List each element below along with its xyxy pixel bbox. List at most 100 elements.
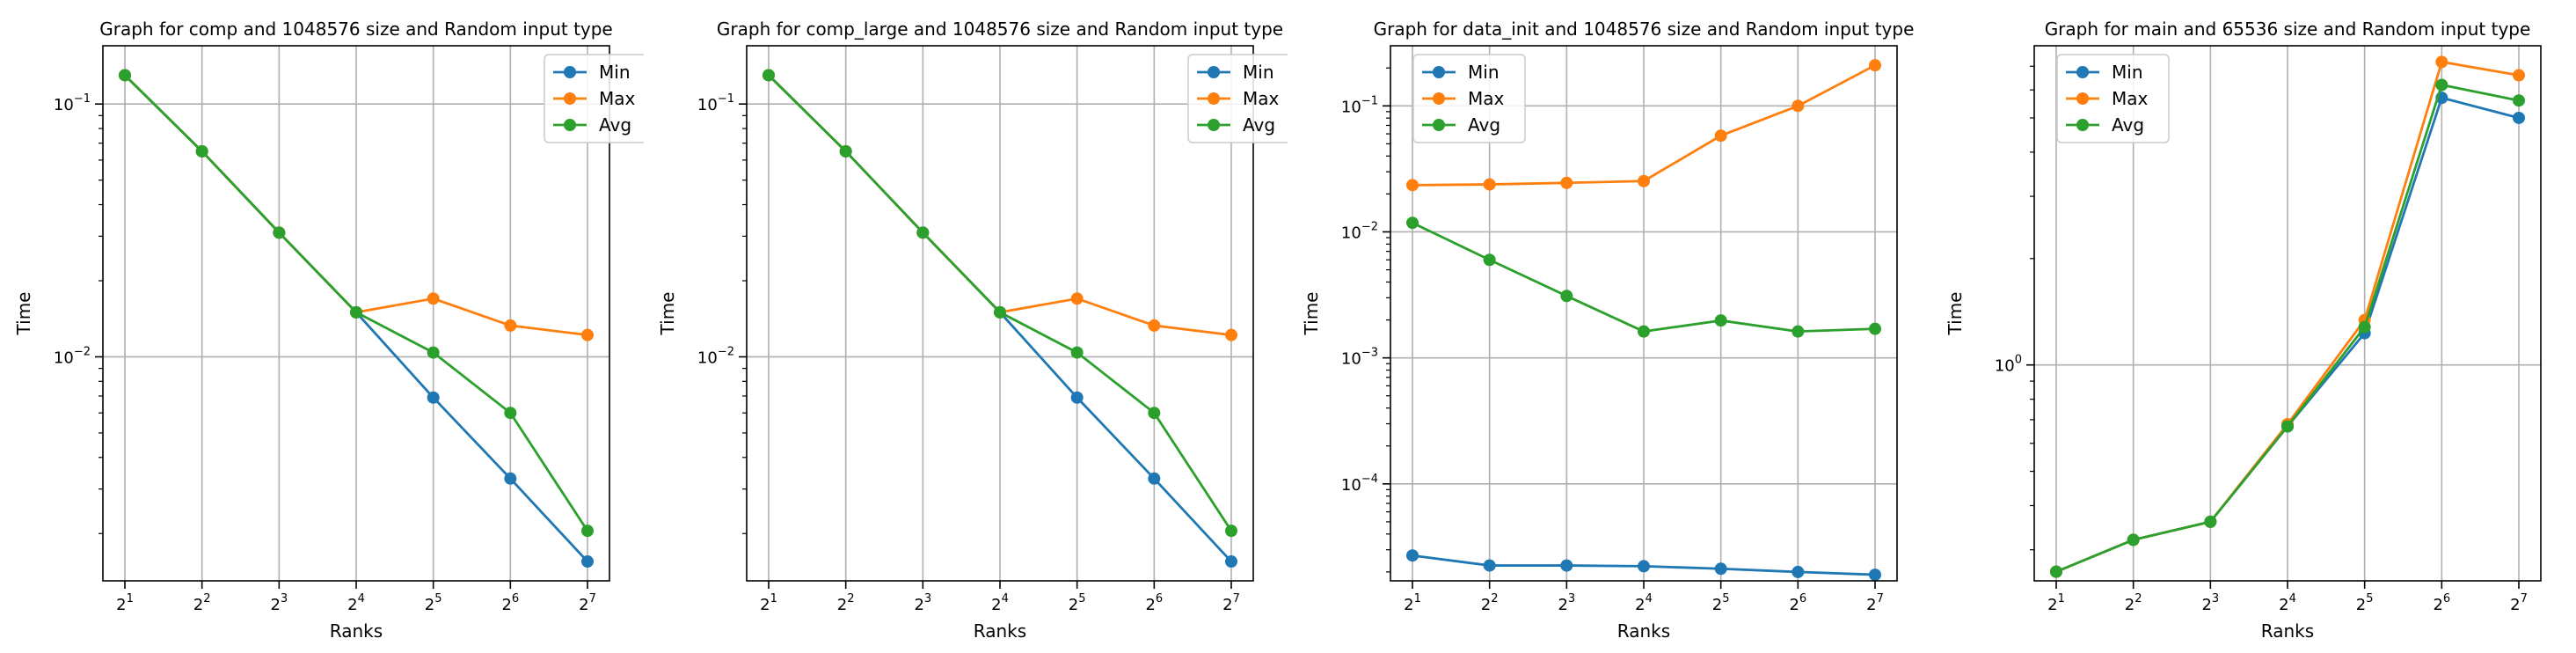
data-point-min: [1148, 472, 1161, 485]
data-point-max: [2435, 55, 2448, 69]
y-tick-label: 10−3: [1341, 347, 1378, 369]
data-point-avg: [2050, 565, 2062, 578]
data-point-avg: [1225, 525, 1237, 538]
data-point-max: [504, 319, 517, 332]
data-point-max: [1638, 174, 1650, 187]
x-tick-label: 23: [914, 592, 931, 614]
data-point-min: [581, 555, 594, 569]
data-point-avg: [2127, 533, 2140, 547]
x-tick-label: 25: [1069, 592, 1086, 614]
data-point-min: [1406, 549, 1419, 562]
x-axis-label: Ranks: [1617, 620, 1670, 642]
x-tick-label: 26: [1145, 592, 1163, 614]
data-point-avg: [2513, 94, 2525, 107]
data-point-min: [427, 391, 440, 404]
data-point-avg: [350, 305, 362, 319]
data-point-max: [427, 292, 440, 305]
x-tick-label: 26: [501, 592, 519, 614]
series-avg: [2050, 78, 2525, 578]
grid: [2034, 46, 2541, 581]
series-min: [1406, 549, 1881, 582]
legend: Min Max Avg: [544, 54, 644, 143]
data-point-max: [581, 328, 594, 341]
legend-swatch-marker: [1433, 66, 1445, 78]
plot-frame: [746, 45, 1254, 582]
chart-svg-4: Graph for main and 65536 size and Random…: [1945, 18, 2542, 642]
legend-label: Avg: [1468, 114, 1500, 136]
data-point-max: [1148, 319, 1161, 332]
data-point-avg: [1483, 253, 1496, 267]
data-point-min: [504, 472, 517, 485]
y-axis-label: Time: [13, 292, 34, 336]
legend-label: Max: [1243, 88, 1280, 109]
data-point-min: [1869, 569, 1881, 582]
legend-label: Min: [1243, 62, 1274, 83]
y-minor-ticks: [1386, 67, 1390, 573]
data-point-avg: [2358, 320, 2371, 334]
data-point-avg: [1638, 325, 1650, 338]
legend: Min Max Avg: [1187, 54, 1288, 143]
data-point-min: [1560, 559, 1573, 572]
x-axis-label: Ranks: [2261, 620, 2314, 642]
data-point-avg: [1070, 346, 1084, 359]
plot-frame: [102, 45, 610, 582]
y-tick-label: 10−2: [54, 345, 91, 367]
chart-title: Graph for comp and 1048576 size and Rand…: [99, 18, 613, 40]
chart-title: Graph for data_init and 1048576 size and…: [1374, 18, 1915, 40]
legend-swatch-marker: [1208, 119, 1220, 131]
data-point-min: [1638, 560, 1650, 573]
x-tick-label: 22: [2125, 592, 2142, 614]
legend: Min Max Avg: [2056, 54, 2170, 143]
legend-swatch-marker: [2076, 119, 2089, 131]
data-point-avg: [1148, 407, 1161, 420]
chart-title: Graph for main and 65536 size and Random…: [2045, 18, 2531, 40]
x-tick-label: 24: [991, 592, 1009, 614]
data-point-max: [2513, 69, 2525, 82]
data-point-min: [1714, 562, 1727, 576]
x-tick-label: 22: [193, 592, 211, 614]
legend-swatch-marker: [2076, 66, 2089, 78]
data-point-avg: [427, 346, 440, 359]
data-point-avg: [273, 226, 286, 239]
legend-label: Avg: [2112, 114, 2144, 136]
chart-svg-1: Graph for comp and 1048576 size and Rand…: [13, 18, 644, 642]
x-tick-label: 21: [760, 592, 777, 614]
x-tick-label: 24: [347, 592, 365, 614]
data-point-avg: [1792, 325, 1805, 338]
x-tick-label: 21: [2047, 592, 2065, 614]
data-point-avg: [1869, 322, 1881, 335]
x-tick-label: 23: [2201, 592, 2219, 614]
x-axis-label: Ranks: [330, 620, 383, 642]
x-tick-label: 26: [2433, 592, 2450, 614]
legend-swatch-marker: [1208, 66, 1220, 78]
data-point-avg: [1714, 314, 1727, 327]
x-tick-label: 25: [425, 592, 442, 614]
data-point-avg: [119, 69, 131, 82]
legend: Min Max Avg: [1412, 54, 1526, 143]
data-point-avg: [504, 407, 517, 420]
x-tick-label: 27: [579, 592, 596, 614]
data-point-avg: [195, 144, 208, 158]
series-avg: [763, 69, 1237, 538]
legend-label: Min: [599, 62, 631, 83]
data-point-avg: [2204, 515, 2217, 528]
data-point-avg: [581, 525, 594, 538]
grid: [747, 46, 1253, 581]
x-tick-label: 27: [2510, 592, 2528, 614]
data-point-avg: [1406, 216, 1419, 230]
legend-swatch-marker: [2076, 92, 2089, 105]
data-point-max: [1483, 178, 1496, 191]
data-point-avg: [763, 69, 775, 82]
data-point-avg: [839, 144, 852, 158]
chart-panel-4: Graph for main and 65536 size and Random…: [1931, 0, 2575, 653]
y-tick-label: 10−1: [697, 92, 734, 114]
data-point-min: [1792, 565, 1805, 578]
data-point-max: [1070, 292, 1084, 305]
series-avg: [119, 69, 594, 538]
legend-swatch-marker: [1433, 92, 1445, 105]
plot-frame: [1390, 45, 1898, 582]
data-point-min: [1070, 391, 1084, 404]
y-axis-label: Time: [1301, 292, 1322, 336]
data-point-max: [1714, 129, 1727, 143]
x-tick-label: 25: [1712, 592, 1730, 614]
